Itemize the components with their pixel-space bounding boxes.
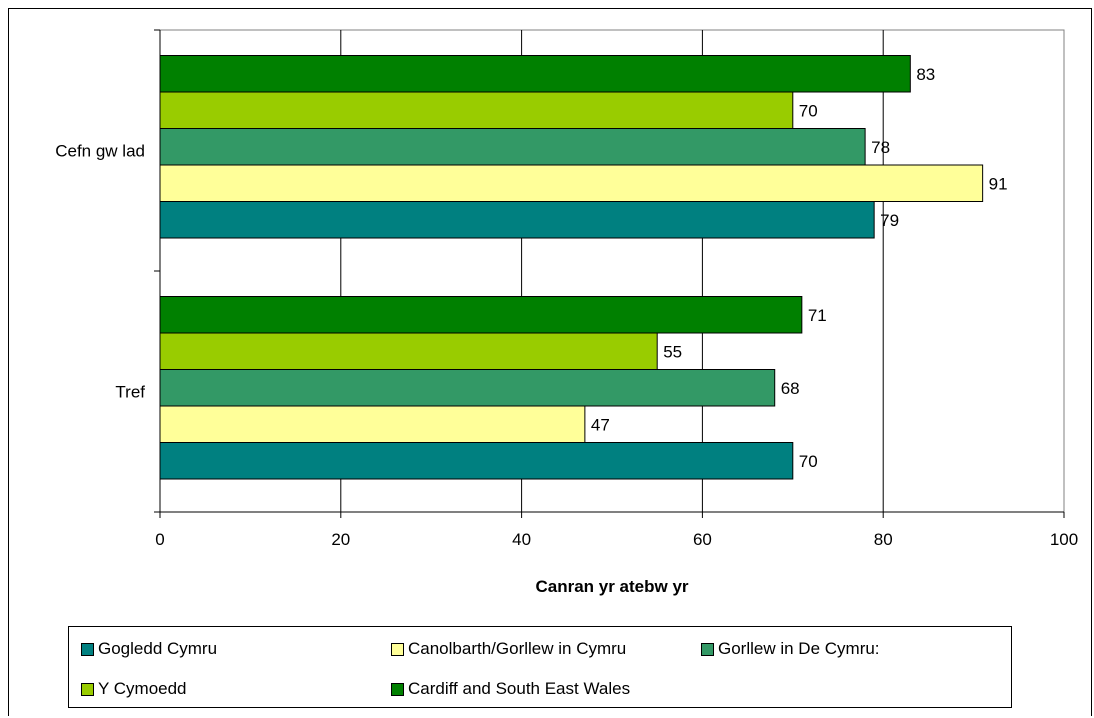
bar: [159, 201, 875, 239]
legend-label: Gogledd Cymru: [98, 639, 218, 658]
x-tick-label: 100: [1050, 530, 1078, 549]
bar: [159, 405, 586, 443]
legend-swatch: [81, 682, 94, 696]
x-tick-label: 0: [155, 530, 164, 549]
bars: [159, 55, 984, 480]
legend-swatch: [81, 642, 94, 656]
bar: [159, 332, 658, 370]
bar: [159, 91, 794, 129]
data-label: 79: [880, 211, 899, 230]
bar: [159, 55, 911, 93]
legend-label: Y Cymoedd: [98, 679, 187, 698]
data-labels: 79 91 78 70 83 70 47 68 55 71: [591, 65, 1008, 471]
x-tick-label: 40: [512, 530, 531, 549]
data-label: 70: [799, 101, 818, 120]
chart-frame: [8, 8, 1092, 716]
x-tick-label: 20: [331, 530, 350, 549]
legend-swatch: [391, 642, 404, 656]
x-tick-label: 80: [874, 530, 893, 549]
bar: [159, 369, 776, 407]
bar: [159, 442, 794, 480]
bar: [159, 128, 866, 166]
category-label: Tref: [115, 383, 145, 402]
category-label: Cefn gw lad: [55, 142, 145, 161]
legend-item: Gogledd Cymru: [81, 639, 217, 659]
x-tick-label: 60: [693, 530, 712, 549]
data-label: 91: [989, 174, 1008, 193]
legend-label: Canolbarth/Gorllew in Cymru: [408, 639, 627, 658]
data-label: 71: [808, 306, 827, 325]
legend-item: Y Cymoedd: [81, 679, 187, 699]
legend-swatch: [701, 642, 714, 656]
legend-item: Cardiff and South East Wales: [391, 679, 630, 699]
bar: [159, 164, 984, 202]
legend-item: Gorllew in De Cymru:: [701, 639, 880, 659]
legend-item: Canolbarth/Gorllew in Cymru: [391, 639, 626, 659]
legend: Gogledd Cymru Canolbarth/Gorllew in Cymru…: [68, 626, 1012, 708]
data-label: 78: [871, 138, 890, 157]
axes: 0 20 40 60 80 100 Cefn gw lad Tref: [55, 29, 1078, 549]
data-label: 83: [916, 65, 935, 84]
legend-label: Cardiff and South East Wales: [408, 679, 631, 698]
x-axis-title: Canran yr atebw yr: [535, 577, 688, 596]
data-label: 70: [799, 452, 818, 471]
data-label: 68: [781, 379, 800, 398]
legend-label: Gorllew in De Cymru:: [718, 639, 880, 658]
bar: [159, 296, 803, 334]
legend-swatch: [391, 682, 404, 696]
data-label: 47: [591, 415, 610, 434]
data-label: 55: [663, 342, 682, 361]
